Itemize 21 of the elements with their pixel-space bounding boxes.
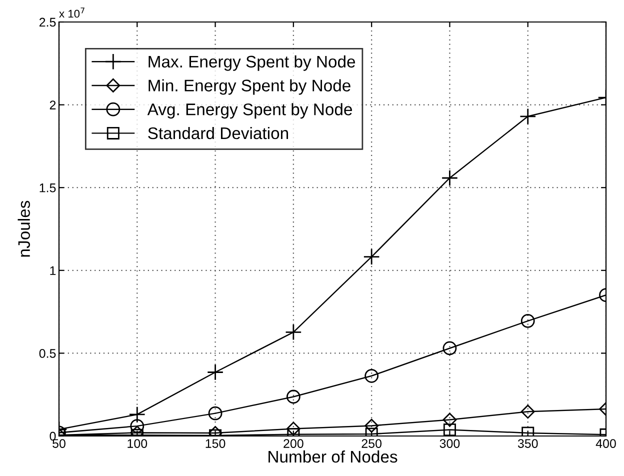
x-tick-label: 50	[52, 439, 66, 448]
x-tick-label: 150	[206, 439, 226, 448]
x-tick-label: 300	[440, 439, 460, 448]
x-tick-label: 350	[518, 439, 538, 448]
x-tick-label: 400	[596, 439, 616, 448]
y-tick-label: 2	[50, 100, 56, 110]
text: x 10$^{7}$	[59, 8, 84, 18]
y-tick-label: 1	[50, 266, 56, 275]
y-tick-label: 0	[50, 432, 56, 441]
y-tick-label: 2.5	[39, 18, 56, 27]
legend-label: Min. Energy Spent by Node	[148, 79, 350, 95]
x-tick-label: 200	[284, 439, 304, 448]
legend-label: Standard Deviation	[148, 126, 288, 140]
x-tick-label: 100	[128, 439, 148, 448]
x-axis-title: Number of Nodes	[268, 450, 398, 463]
x-tick-label: 250	[362, 439, 382, 448]
legend-label: Max. Energy Spent by Node	[148, 55, 356, 71]
y-tick-label: 1.5	[40, 184, 56, 192]
y-tick-label: 0.5	[39, 349, 56, 358]
y-axis-title: nJoules	[18, 200, 30, 257]
legend-label: Avg. Energy Spent by Node	[147, 103, 352, 119]
